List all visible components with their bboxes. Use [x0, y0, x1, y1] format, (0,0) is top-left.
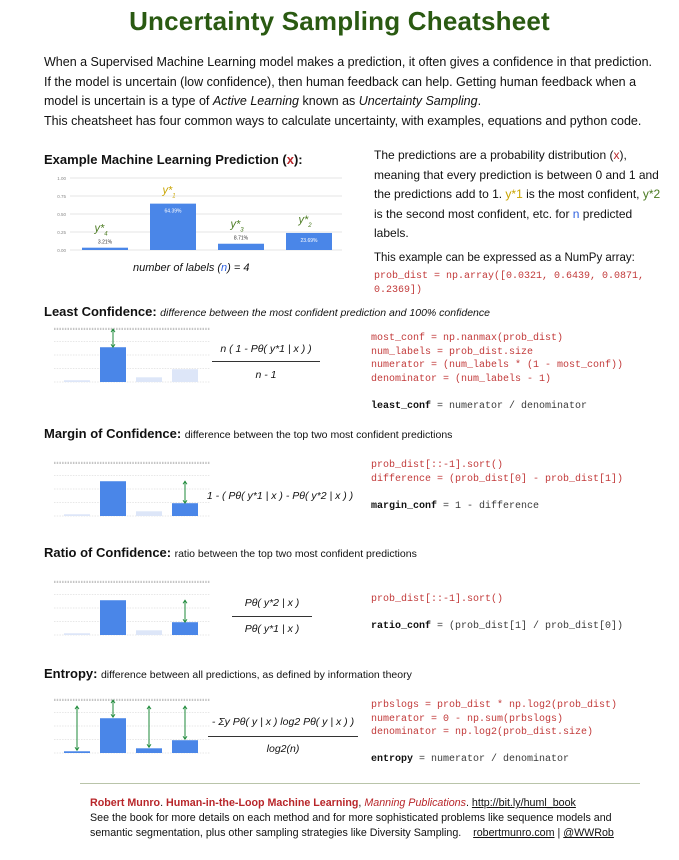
mini-bar: [136, 630, 162, 635]
arrow-head: [146, 744, 152, 749]
mini-bar: [100, 718, 126, 753]
example-description: The predictions are a probability distri…: [374, 148, 661, 240]
bar: [82, 247, 128, 250]
margin-confidence-equation: 1 - ( Pθ( y*1 | x ) - Pθ( y*2 | x ) ): [206, 490, 354, 502]
category-label: y*4: [93, 223, 108, 238]
mini-bar: [100, 600, 126, 635]
data-label: 64.39%: [165, 209, 183, 215]
page-title: Uncertainty Sampling Cheatsheet: [129, 6, 550, 36]
arrow-head: [182, 599, 188, 604]
data-label: 3.21%: [98, 240, 113, 246]
data-label: 8.71%: [234, 236, 249, 242]
arrow-head: [146, 705, 152, 710]
mini-bar: [64, 514, 90, 516]
arrow-head: [182, 705, 188, 710]
margin-confidence-heading: Margin of Confidence: difference between…: [44, 426, 453, 441]
bar: [286, 232, 332, 250]
mini-bar: [64, 751, 90, 753]
least-confidence-heading: Least Confidence: difference between the…: [44, 304, 490, 319]
data-label: 23.69%: [301, 238, 319, 244]
example-prediction-chart: 1.00 0.75 0.50 0.25 0.00 3.21% y*4 64.39% y*1 8.7…: [57, 176, 342, 253]
footer: Robert Munro. Human-in-the-Loop Machine …: [90, 797, 614, 839]
mini-bar: [100, 481, 126, 516]
numpy-label: This example can be expressed as a NumPy…: [374, 252, 635, 264]
y-tick-label: 0.25: [57, 230, 66, 235]
entropy-equation: - Σy Pθ( y | x ) log2 Pθ( y | x ) ) log2…: [208, 716, 358, 755]
category-label: y*1: [161, 185, 175, 200]
numpy-code: prob_dist = np.array([0.0321, 0.6439, 0.…: [374, 271, 645, 296]
mini-bar: [172, 369, 198, 382]
arrow-head: [74, 747, 80, 752]
arrow-head: [182, 618, 188, 624]
arrow-head: [110, 328, 116, 333]
website-link[interactable]: robertmunro.com: [473, 827, 555, 839]
arrow-head: [182, 480, 188, 485]
mini-bar: [136, 377, 162, 382]
ratio-confidence-chart: [54, 580, 210, 636]
arrow-head: [110, 699, 116, 704]
mini-bar: [64, 633, 90, 635]
mini-bar: [172, 622, 198, 635]
intro-line-4: This cheatsheet has four common ways to …: [44, 113, 642, 128]
margin-confidence-code: prob_dist[::-1].sort() difference = (pro…: [371, 460, 624, 512]
intro-line-1: When a Supervised Machine Learning model…: [44, 55, 652, 69]
ratio-confidence-equation: Pθ( y*2 | x ) Pθ( y*1 | x ): [232, 597, 312, 635]
bar: [218, 243, 264, 250]
ratio-confidence-heading: Ratio of Confidence: ratio between the t…: [44, 545, 417, 560]
least-confidence-code: most_conf = np.nanmax(prob_dist) num_lab…: [371, 333, 624, 412]
margin-confidence-chart: [54, 461, 210, 517]
num-labels-caption: number of labels (n) = 4: [133, 262, 250, 274]
least-confidence-chart: [54, 327, 210, 383]
book-link[interactable]: http://bit.ly/huml_book: [471, 797, 576, 809]
intro-line-2: If the model is uncertain (low confidenc…: [44, 74, 637, 89]
book-title: Human-in-the-Loop Machine Learning: [166, 797, 359, 809]
category-label: y*3: [229, 219, 244, 234]
intro-paragraph: When a Supervised Machine Learning model…: [44, 53, 654, 131]
intro-line-3: model is uncertain is a type of Active L…: [44, 94, 482, 108]
example-heading: Example Machine Learning Prediction (x):: [44, 152, 303, 167]
footer-divider: [80, 783, 640, 784]
mini-bar: [172, 503, 198, 516]
entropy-chart: [54, 698, 210, 754]
ratio-confidence-code: prob_dist[::-1].sort() ratio_conf = (pro…: [371, 594, 624, 632]
y-tick-label: 1.00: [57, 176, 66, 181]
y-tick-label: 0.50: [57, 212, 66, 217]
arrow-head: [110, 713, 116, 719]
entropy-heading: Entropy: difference between all predicti…: [44, 666, 412, 681]
arrow-head: [110, 343, 116, 349]
mini-bar: [100, 347, 126, 382]
y-tick-label: 0.00: [57, 248, 66, 253]
twitter-link[interactable]: @WWRob: [563, 827, 614, 839]
bar: [150, 203, 196, 250]
mini-bar: [64, 380, 90, 382]
author-name: Robert Munro: [90, 797, 161, 809]
least-confidence-equation: n ( 1 - Pθ( y*1 | x ) ) n - 1: [212, 343, 320, 381]
arrow-head: [182, 499, 188, 505]
entropy-code: prbslogs = prob_dist * np.log2(prob_dist…: [371, 700, 618, 765]
arrow-head: [182, 735, 188, 741]
mini-bar: [136, 748, 162, 753]
y-tick-label: 0.75: [57, 194, 66, 199]
mini-bar: [136, 511, 162, 516]
arrow-head: [74, 705, 80, 710]
category-label: y*2: [297, 214, 312, 229]
mini-bar: [172, 740, 198, 753]
